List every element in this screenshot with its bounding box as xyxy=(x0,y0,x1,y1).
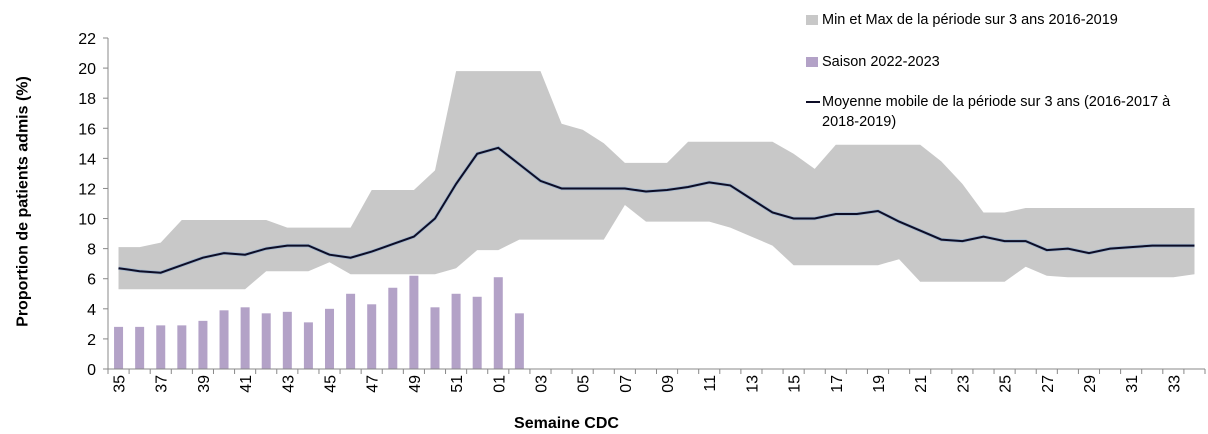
legend-label: Saison 2022-2023 xyxy=(822,54,940,70)
bar xyxy=(219,310,229,369)
legend-swatch xyxy=(806,57,818,67)
legend-item: Moyenne mobile de la période sur 3 ans (… xyxy=(806,92,1196,132)
bar xyxy=(114,326,124,369)
line xyxy=(118,146,1195,274)
bar xyxy=(472,296,482,369)
legend-item: Min et Max de la période sur 3 ans 2016-… xyxy=(806,10,1206,30)
bar xyxy=(303,322,313,369)
x-tick-label: 37 xyxy=(154,375,171,393)
x-tick-label: 27 xyxy=(1040,375,1057,393)
y-tick-label: 14 xyxy=(78,151,96,168)
bar xyxy=(451,293,461,369)
legend-label: Moyenne mobile de la période sur 3 ans (… xyxy=(822,94,1171,130)
legend-item: Saison 2022-2023 xyxy=(806,52,1206,72)
x-tick-label: 19 xyxy=(871,375,888,393)
bar xyxy=(198,320,208,369)
bar xyxy=(367,304,377,369)
x-tick-label: 47 xyxy=(365,375,382,393)
bar xyxy=(135,326,145,369)
bar xyxy=(514,313,524,369)
y-tick-label: 20 xyxy=(78,61,96,78)
bar xyxy=(430,307,440,369)
legend-swatch xyxy=(806,15,818,25)
y-axis-title: Proportion de patients admis (%) xyxy=(14,76,32,327)
y-tick-label: 8 xyxy=(87,242,96,259)
x-tick-label: 49 xyxy=(407,375,424,393)
y-tick-label: 16 xyxy=(78,121,96,138)
bar xyxy=(282,311,292,369)
x-tick-label: 51 xyxy=(449,375,466,393)
x-tick-label: 09 xyxy=(660,375,677,393)
x-tick-label: 21 xyxy=(913,375,930,393)
bar xyxy=(388,287,398,369)
x-tick-label: 39 xyxy=(196,375,213,393)
bar xyxy=(409,275,419,369)
x-tick-label: 41 xyxy=(238,375,255,393)
bar xyxy=(261,313,271,369)
y-tick-label: 0 xyxy=(87,362,96,379)
bar xyxy=(493,277,503,369)
x-tick-label: 11 xyxy=(702,375,719,392)
x-axis-title: Semaine CDC xyxy=(514,415,619,432)
bar xyxy=(346,293,356,369)
y-tick-label: 12 xyxy=(78,181,96,198)
y-tick-label: 18 xyxy=(78,91,96,108)
x-tick-label: 07 xyxy=(618,375,635,393)
x-tick-label: 33 xyxy=(1166,375,1183,393)
y-tick-label: 2 xyxy=(87,332,96,349)
legend-label: Min et Max de la période sur 3 ans 2016-… xyxy=(822,12,1118,28)
bar xyxy=(240,307,250,369)
x-tick-label: 05 xyxy=(576,375,593,393)
x-tick-label: 03 xyxy=(533,375,550,393)
x-tick-label: 01 xyxy=(491,375,508,393)
x-tick-label: 17 xyxy=(829,375,846,393)
x-tick-label: 35 xyxy=(112,375,129,393)
y-tick-label: 22 xyxy=(78,31,96,48)
y-tick-label: 6 xyxy=(87,272,96,289)
x-tick-label: 31 xyxy=(1124,375,1141,393)
x-tick-label: 45 xyxy=(323,375,340,393)
legend-swatch xyxy=(806,101,820,103)
bar xyxy=(156,325,166,369)
x-tick-label: 23 xyxy=(955,375,972,393)
bar xyxy=(325,308,335,369)
bar xyxy=(177,325,187,369)
y-tick-label: 10 xyxy=(78,212,96,229)
x-tick-label: 43 xyxy=(280,375,297,393)
x-tick-label: 13 xyxy=(744,375,761,393)
y-tick-label: 4 xyxy=(87,302,96,319)
x-tick-label: 29 xyxy=(1082,375,1099,393)
x-tick-label: 15 xyxy=(787,375,804,393)
x-tick-label: 25 xyxy=(998,375,1015,393)
